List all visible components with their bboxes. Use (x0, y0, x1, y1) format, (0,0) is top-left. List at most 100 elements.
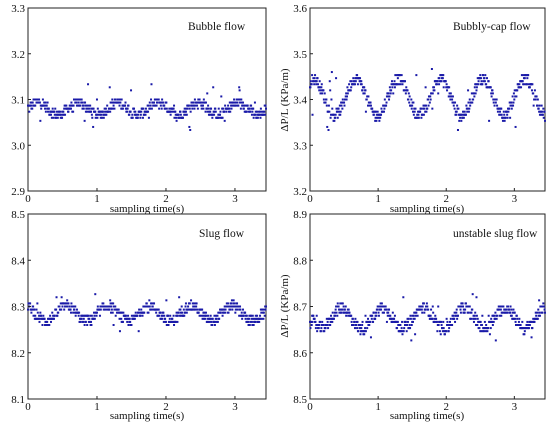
data-point (217, 107, 220, 110)
data-point (495, 98, 498, 101)
data-point (196, 104, 199, 107)
data-point (87, 83, 90, 86)
data-point (346, 92, 349, 95)
data-point (489, 327, 492, 330)
data-point (313, 83, 316, 86)
data-point (118, 311, 121, 314)
data-point (506, 116, 509, 119)
data-points (27, 293, 267, 333)
data-point (184, 113, 187, 116)
data-point (323, 92, 326, 95)
data-point (470, 92, 473, 95)
data-point (93, 314, 96, 317)
data-point (80, 317, 83, 320)
data-point (509, 104, 512, 107)
data-point (236, 302, 239, 305)
data-point (472, 317, 475, 320)
data-point (206, 110, 209, 113)
data-point (232, 101, 235, 104)
data-point (335, 311, 338, 314)
data-point (419, 308, 422, 311)
data-point (431, 317, 434, 320)
data-point (426, 107, 429, 110)
data-point (74, 305, 77, 308)
data-point (421, 311, 424, 314)
data-point (418, 305, 421, 308)
data-point (318, 89, 321, 92)
data-point (487, 327, 490, 330)
data-point (461, 116, 464, 119)
data-point (251, 314, 254, 317)
data-point (114, 305, 117, 308)
data-point (182, 308, 185, 311)
data-point (244, 104, 247, 107)
data-point (144, 107, 147, 110)
data-point (221, 107, 224, 110)
data-point (472, 314, 475, 317)
data-point (358, 327, 361, 330)
data-point (433, 320, 436, 323)
data-point (428, 314, 431, 317)
data-point (38, 101, 41, 104)
data-point (494, 311, 497, 314)
data-point (197, 98, 200, 101)
x-tick-label: 2 (163, 193, 169, 205)
data-point (514, 317, 517, 320)
data-point (68, 305, 71, 308)
data-point (188, 302, 191, 305)
data-point (155, 311, 158, 314)
data-point (315, 314, 318, 317)
data-point (142, 305, 145, 308)
data-point (251, 324, 254, 326)
data-point (541, 311, 544, 314)
data-point (347, 308, 350, 311)
y-tick-label: 3.5 (293, 49, 307, 61)
data-point (371, 314, 374, 317)
data-point (407, 98, 410, 101)
data-point (468, 305, 471, 308)
data-point (525, 83, 528, 86)
data-point (49, 314, 52, 317)
x-tick-label: 2 (443, 401, 449, 413)
data-point (413, 317, 416, 320)
data-point (325, 98, 328, 101)
data-point (107, 305, 110, 308)
data-point (35, 308, 38, 311)
data-point (505, 110, 508, 113)
data-point (165, 299, 168, 302)
data-point (31, 101, 34, 104)
data-point (240, 101, 243, 104)
data-point (96, 305, 99, 308)
y-tick-label: 8.7 (293, 302, 307, 314)
data-point (493, 104, 496, 107)
data-point (99, 308, 102, 311)
data-point (361, 324, 364, 326)
data-point (256, 314, 259, 317)
data-point (69, 308, 72, 311)
data-point (180, 314, 183, 317)
data-point (410, 324, 413, 326)
data-point (326, 125, 329, 128)
y-axis-label: ΔP/L (KPa/m) (279, 274, 291, 338)
data-point (368, 324, 371, 326)
data-point (214, 110, 217, 113)
data-point (441, 77, 444, 80)
data-point (498, 107, 501, 110)
data-point (171, 317, 174, 320)
data-point (224, 104, 227, 107)
data-point (533, 89, 536, 92)
data-point (330, 314, 333, 317)
data-point (471, 293, 474, 296)
data-point (366, 320, 369, 323)
data-point (369, 336, 372, 339)
data-point (407, 317, 410, 320)
data-point (75, 98, 78, 101)
data-point (147, 311, 150, 314)
data-point (334, 113, 337, 116)
data-point (248, 107, 251, 110)
x-tick-label: 0 (25, 193, 31, 205)
data-point (330, 113, 333, 116)
data-point (174, 110, 177, 113)
data-point (254, 314, 257, 317)
data-point (30, 311, 33, 314)
